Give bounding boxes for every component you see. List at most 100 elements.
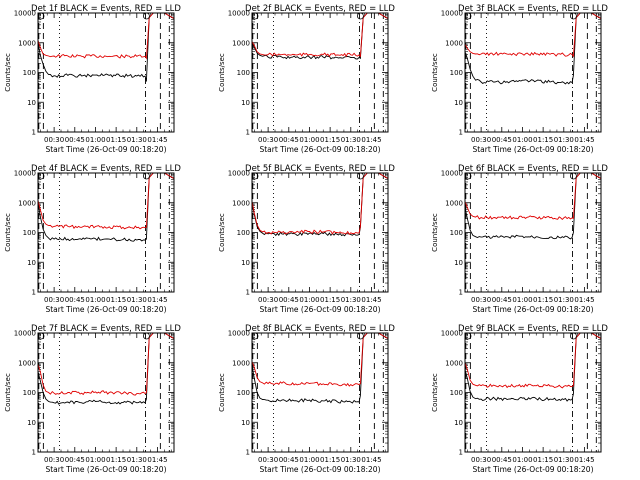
y-tick-label: 10 [27,419,36,427]
y-tick-label: 10 [241,99,250,107]
x-tick-label: 01:00 [85,296,105,304]
y-tick-label: 10000 [14,170,36,178]
x-tick-label: 01:15 [533,296,553,304]
y-tick-label: 1000 [18,199,36,207]
x-tick-label: 01:45 [574,296,594,304]
y-axis-label: Counts/sec [4,213,12,252]
plot-frame [464,12,602,133]
y-tick-label: 1 [246,289,250,297]
x-tick-label: 01:30 [554,456,574,464]
x-tick-label: 00:30 [258,136,278,144]
x-axis-label: Start Time (26-Oct-09 00:18:20) [472,465,593,474]
events-series-line [465,13,601,85]
x-tick-label: 01:15 [533,456,553,464]
detector-panel-6: Det 6f BLACK = Events, RED = LLD Counts/s… [431,164,608,314]
x-tick-label: 01:15 [106,296,126,304]
y-tick-label: 1000 [18,39,36,47]
x-tick-label: 00:45 [65,296,85,304]
y-tick-label: 100 [450,229,463,237]
lld-series-line [38,333,174,396]
detector-panel-4: Det 4f BLACK = Events, RED = LLD Counts/s… [4,164,181,314]
x-axis-label: Start Time (26-Oct-09 00:18:20) [259,145,380,154]
x-tick-label: 00:30 [471,296,491,304]
plot-frame [464,172,602,293]
events-series-line [38,173,174,242]
panel-title: Det 8f BLACK = Events, RED = LLD [245,324,395,334]
y-tick-label: 10 [454,99,463,107]
x-tick-label: 01:15 [533,136,553,144]
x-tick-label: 01:00 [299,296,319,304]
y-tick-label: 100 [450,389,463,397]
x-axis-label: Start Time (26-Oct-09 00:18:20) [45,145,166,154]
x-tick-label: 00:45 [279,296,299,304]
x-tick-label: 01:30 [341,456,361,464]
x-tick-label: 01:15 [320,136,340,144]
x-axis-label: Start Time (26-Oct-09 00:18:20) [472,305,593,314]
x-tick-label: 00:30 [471,136,491,144]
events-series-line [465,333,601,402]
y-tick-label: 10 [27,259,36,267]
y-tick-label: 1 [459,289,463,297]
x-tick-label: 01:30 [341,296,361,304]
x-axis-label: Start Time (26-Oct-09 00:18:20) [45,465,166,474]
plot-frame [37,12,175,133]
x-axis-label: Start Time (26-Oct-09 00:18:20) [472,145,593,154]
x-tick-label: 01:00 [512,456,532,464]
events-series-line [252,13,388,60]
x-axis-label: Start Time (26-Oct-09 00:18:20) [259,305,380,314]
y-tick-label: 1 [246,129,250,137]
y-tick-label: 1000 [232,39,250,47]
x-tick-label: 01:45 [147,296,167,304]
x-tick-label: 00:45 [65,136,85,144]
x-tick-label: 01:45 [361,136,381,144]
y-tick-label: 100 [237,69,250,77]
y-axis-label: Counts/sec [218,53,226,92]
y-tick-label: 100 [237,389,250,397]
y-tick-label: 10000 [441,330,463,338]
y-tick-label: 1 [32,289,36,297]
plot-frame [37,172,175,293]
x-tick-label: 00:30 [44,136,64,144]
x-tick-label: 01:45 [574,456,594,464]
y-axis-label: Counts/sec [431,373,439,412]
x-tick-label: 01:45 [574,136,594,144]
x-tick-label: 01:30 [554,136,574,144]
y-tick-label: 10000 [441,10,463,18]
plot-frame [251,172,389,293]
x-tick-label: 01:45 [147,136,167,144]
lld-series-line [38,13,174,60]
y-tick-label: 1 [246,449,250,457]
y-tick-label: 10 [454,419,463,427]
y-axis-label: Counts/sec [218,213,226,252]
y-tick-label: 100 [450,69,463,77]
y-tick-label: 1000 [445,199,463,207]
x-tick-label: 01:45 [147,456,167,464]
x-tick-label: 00:45 [492,456,512,464]
events-series-line [465,173,601,240]
x-tick-label: 01:15 [320,296,340,304]
y-tick-label: 10 [241,259,250,267]
plot-frame [251,12,389,133]
x-tick-label: 00:45 [492,296,512,304]
x-tick-label: 01:30 [554,296,574,304]
lld-series-line [465,13,601,58]
panel-title: Det 9f BLACK = Events, RED = LLD [458,324,608,334]
lld-series-line [465,333,601,389]
panel-title: Det 7f BLACK = Events, RED = LLD [31,324,181,334]
detector-panel-1: Det 1f BLACK = Events, RED = LLD Counts/s… [4,4,181,154]
y-axis-label: Counts/sec [431,53,439,92]
plot-frame [464,332,602,453]
y-tick-label: 1000 [445,39,463,47]
events-series-line [38,13,174,82]
y-tick-label: 1 [459,449,463,457]
panel-title: Det 6f BLACK = Events, RED = LLD [458,164,608,174]
x-tick-label: 01:00 [512,296,532,304]
y-axis-label: Counts/sec [218,373,226,412]
detector-panel-9: Det 9f BLACK = Events, RED = LLD Counts/s… [431,324,608,474]
y-tick-label: 10000 [14,10,36,18]
y-tick-label: 100 [237,229,250,237]
x-tick-label: 01:30 [127,296,147,304]
plot-frame [37,332,175,453]
y-tick-label: 100 [23,229,36,237]
